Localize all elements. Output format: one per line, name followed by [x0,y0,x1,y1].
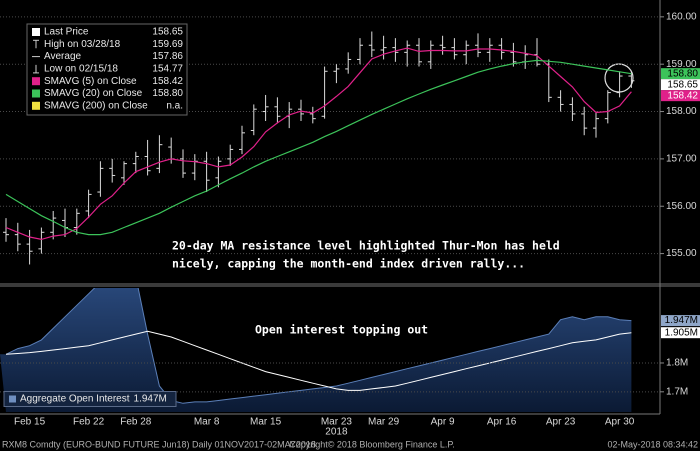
axis-tag [661,90,700,102]
footer-right: 02-May-2018 08:34:42 [607,439,698,449]
legend-label: High on 03/28/18 [44,39,121,50]
y-tick-label: 1.7M [666,386,688,397]
legend-label: Average [44,51,82,62]
legend-value: 157.86 [152,51,183,62]
annotation: nicely, capping the month-end index driv… [172,257,525,271]
y-tick-label: 159.00 [666,59,697,70]
plot-area [3,31,635,265]
legend-marker [32,101,40,110]
axis-tag-label: 158.80 [667,68,698,79]
legend-value: 158.65 [152,27,183,38]
footer-left: RXM8 Comdty (EURO-BUND FUTURE Jun18) Dai… [2,439,316,449]
x-tick-label: Feb 15 [14,417,46,428]
panel-separator [0,283,700,287]
legend-marker [32,89,40,98]
y-tick-label: 1.8M [666,358,688,369]
x-tick-label: Mar 23 [321,417,353,428]
axis-tag [661,315,700,327]
x-tick-label: Feb 22 [73,417,105,428]
area-edge [5,288,632,404]
axis-tag-label: 1.947M [665,315,698,326]
axis-tag [661,68,700,80]
legend-label: SMAVG (5) on Close [44,76,137,87]
average-line [5,330,632,391]
legend-label: SMAVG (20) on Close [44,88,143,99]
footer-center: Copyright© 2018 Bloomberg Finance L.P. [289,439,455,449]
axis-tag [661,79,700,91]
axis-tag-label: 1.905M [665,327,698,338]
y-tick-label: 155.00 [666,248,697,259]
legend-value: 158.80 [152,88,183,99]
moving-average-line [5,59,632,236]
x-tick-label: Apr 9 [431,417,455,428]
legend-value: 154.77 [152,64,183,75]
y-tick-label: 160.00 [666,11,697,22]
legend-box [26,23,188,116]
legend-label: Aggregate Open Interest [20,394,130,405]
x-tick-label: Mar 15 [250,417,282,428]
legend-label: Last Price [44,27,89,38]
x-tick-label: Apr 16 [487,417,517,428]
axis-tag-label: 158.65 [667,79,698,90]
legend-marker [32,28,40,36]
footer-bar [0,437,700,451]
y-tick-label: 158.00 [666,106,697,117]
x-tick-label: Apr 23 [546,417,576,428]
legend-box [3,391,177,407]
x-tick-label: Feb 28 [120,417,152,428]
x-year-label: 2018 [325,427,348,438]
plot-area [0,288,632,412]
legend-value: 158.42 [152,76,183,87]
legend-label: Low on 02/15/18 [44,64,118,75]
y-tick-label: 157.00 [666,154,697,165]
annotation: 20-day MA resistance level highlighted T… [172,239,560,253]
panel-title: Open interest topping out [255,323,428,337]
legend-marker [32,77,40,86]
axis-tag-label: 158.42 [667,90,698,101]
x-tick-label: Mar 29 [368,417,400,428]
moving-average-line [5,47,632,241]
legend-marker [9,395,16,403]
legend-label: SMAVG (200) on Close [44,100,148,111]
legend-value: n.a. [166,100,183,111]
axis-tag [661,327,700,339]
legend-value: 159.69 [152,39,183,50]
y-tick-label: 156.00 [666,201,697,212]
highlight-circle [604,63,634,93]
legend-value: 1.947M [134,394,167,405]
x-tick-label: Mar 8 [194,417,220,428]
x-tick-label: Apr 30 [605,417,635,428]
